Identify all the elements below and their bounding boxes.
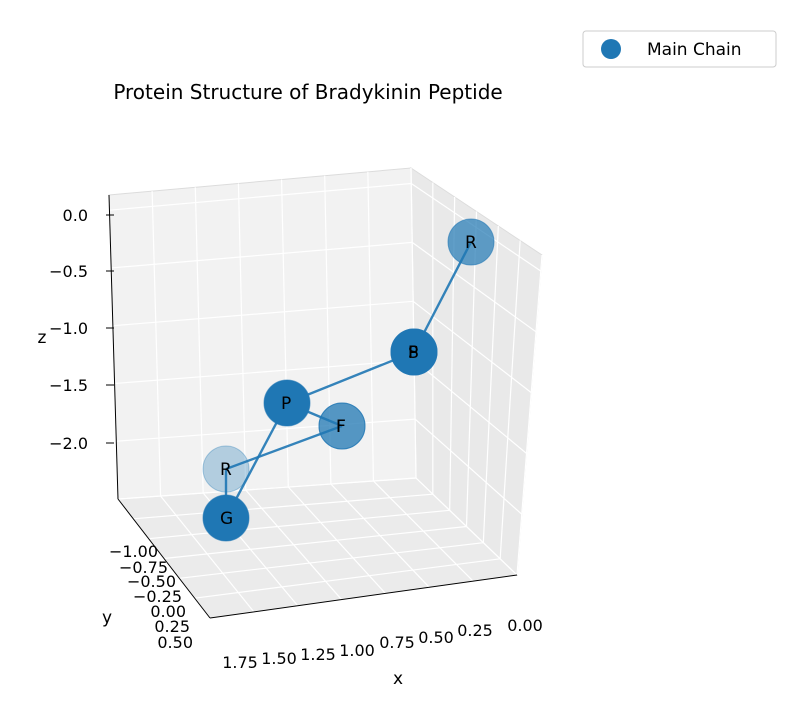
grid-line-y-floor [163,525,467,560]
x-axis-label: x [393,669,403,689]
grid-line-y-right [516,254,543,576]
grid-line-z-back [114,359,415,385]
tick-labels: 0.0−0.5−1.0−1.5−2.0−1.00−0.75−0.50−0.250… [49,206,543,672]
atom-label: F [336,417,346,437]
grid-line-z-back [111,241,413,269]
atom-label: P [281,394,291,414]
x-tick-label: 1.75 [222,653,258,672]
atom-label: R [465,233,477,253]
x-tick-label: 0.25 [457,621,493,640]
x-tick-label: 0.50 [418,628,454,647]
legend: Main Chain [582,30,777,68]
z-tick-label: −1.5 [49,376,88,395]
grid-line-z-back [109,182,412,211]
grid-line-y-right [410,167,417,479]
y-tick-label: −0.25 [133,587,182,606]
grid-line-x-back [194,187,204,494]
grid-line-y-floor [194,558,501,599]
grid-line-z-back [112,300,414,327]
x-tick-label: 0.75 [379,633,415,652]
atom-point [447,218,495,266]
chart-title: Protein Structure of Bradykinin Peptide [113,80,502,104]
y-tick-label: −0.75 [119,558,168,577]
atom-label: P [408,343,418,363]
legend-label-main-chain: Main Chain [647,40,742,60]
atom-point [202,445,250,493]
grid-line-x-back [151,191,162,497]
atom-label: F [336,417,346,437]
x-tick-label: 1.25 [300,645,336,664]
atom-point [202,494,250,542]
z-axis-line [108,194,119,500]
grid-line-y-right [482,225,499,543]
atom-label: R [220,460,232,480]
y-tick-label: −1.00 [109,542,158,561]
grid-line-x-back [280,179,289,488]
z-axis-label: z [38,328,47,348]
atom-label: G [220,509,233,529]
atom-label: P [408,343,418,363]
grid-line-x-back [237,183,247,491]
z-tick-label: 0.0 [63,206,88,225]
grid-line-y-floor [133,493,433,520]
legend-marker [601,39,621,59]
grid-line-y-floor [148,509,450,540]
atom-point [390,328,438,376]
x-tick-label: 1.50 [261,649,297,668]
legend-box [582,30,777,68]
x-axis-line [209,574,518,619]
z-tick-label: −1.0 [49,319,88,338]
atom-point [318,402,366,450]
atom-label: S [408,343,419,363]
grid-line-x-back [367,171,375,482]
x-tick-label: 0.00 [507,616,543,635]
grid-line-y-floor [117,477,417,500]
y-axis-line [117,498,211,619]
y-tick-label: 0.00 [150,602,186,621]
grid-line-y-right [499,240,521,559]
y-axis-label: y [102,608,112,628]
y-tick-label: 0.25 [154,617,190,636]
axes [106,194,518,619]
z-tick-label: −2.0 [49,434,88,453]
atom-point [263,379,311,427]
y-tick-label: 0.50 [157,633,193,652]
grid-line-y-floor [179,542,484,579]
grid [108,167,543,619]
z-tick-label: −0.5 [49,262,88,281]
x-tick-label: 1.00 [339,641,375,660]
y-tick-label: −0.50 [127,572,176,591]
